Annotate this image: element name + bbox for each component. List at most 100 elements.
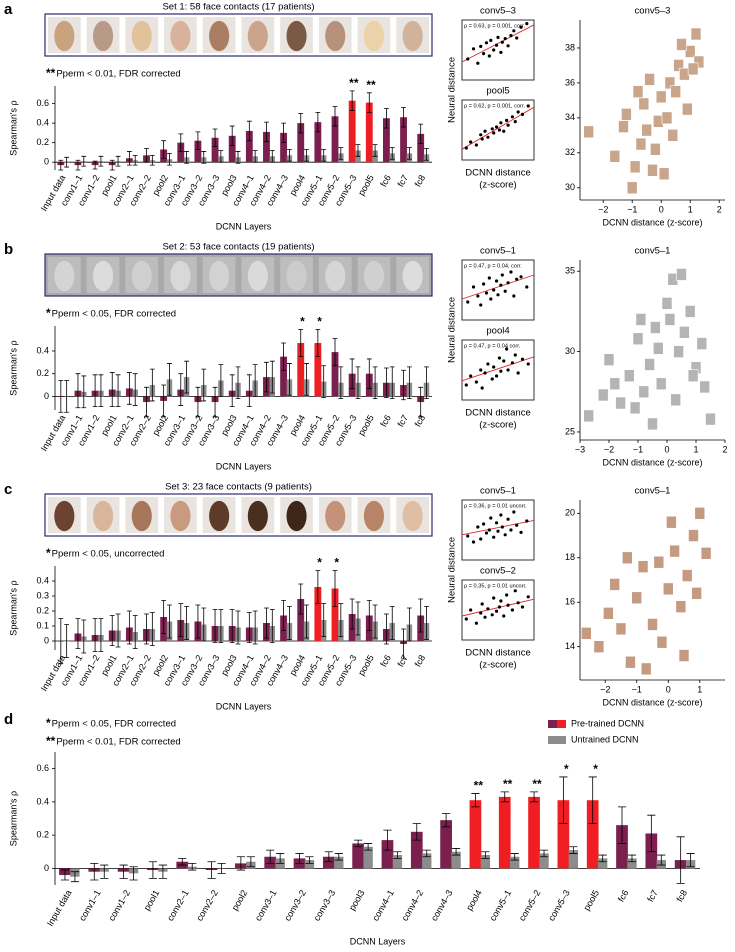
face-point [705,412,716,426]
stat-annotation: ρ = 0.35, p = 0.01 uncorr. [464,583,527,589]
x-axis-label: DCNN distance (z-score) [602,457,702,467]
point [487,54,491,58]
bar [297,123,305,163]
note-text: Pperm < 0.05, uncorrected [52,549,165,560]
point [509,34,513,38]
point [479,303,483,307]
bar [280,356,288,397]
face-point [609,578,620,591]
error-bar [264,121,269,143]
point [519,530,523,535]
point [487,528,491,532]
error-bar [295,853,304,864]
face-point [615,396,626,410]
error-bar [298,329,304,358]
error-bar [298,112,304,134]
face-point [644,73,655,86]
face-image [363,500,385,532]
point [502,129,506,133]
error-bar [401,628,406,660]
bar [211,137,219,163]
error-bar [332,570,338,607]
bar [381,840,394,869]
bar [400,117,407,163]
y-tick-label: 0.4 [36,345,49,355]
error-bar [132,373,138,406]
error-bar [276,853,285,864]
plot-title: conv5–1 [635,486,671,497]
note-mark: * [46,306,51,320]
face-point [687,369,699,383]
x-tick-label: Input data [39,173,68,213]
point [505,347,509,351]
error-bar [510,853,519,861]
point [480,602,484,606]
fit-line [461,274,535,300]
face-point [676,268,687,281]
x-tick-label: 2 [722,444,727,454]
bar [297,599,305,641]
y-tick-label: 0.2 [36,830,49,840]
error-bar [100,864,109,879]
point [519,275,523,279]
x-tick-label: fc7 [395,173,410,188]
note-mark: * [46,716,51,730]
point [466,300,470,304]
x-tick-label: fc7 [395,653,410,668]
error-bar [264,361,269,393]
face-point [678,649,690,662]
plot-frame [461,339,535,401]
x-axis-label: DCNN Layers [350,936,406,946]
x-tick-label: 1 [693,444,698,454]
error-bar [98,155,104,167]
point [520,112,525,116]
error-bar [304,363,309,396]
error-bar [92,374,98,407]
point [519,25,523,29]
y-tick-label: 0 [44,863,49,873]
y-tick-label: 0.4 [36,796,49,806]
y-tick-label: 0.4 [36,117,49,127]
point [512,29,516,33]
x-tick-label: pool3 [347,888,367,912]
legend-label: Pre-trained DCNN [571,718,644,728]
face-point [603,607,614,620]
face-image [92,260,114,292]
error-bar [195,604,201,639]
point [499,513,503,517]
error-bar [281,342,286,371]
x-tick-label: fc8 [674,888,689,903]
plot-title: conv5–1 [480,486,516,497]
error-bar [269,360,275,394]
point [499,599,503,603]
error-bar [252,610,258,645]
point [505,593,509,597]
legend-swatch [557,720,566,728]
face-image [92,500,114,532]
error-bar [148,861,158,879]
point [479,133,483,137]
bar [334,856,344,869]
error-bar [212,386,218,418]
error-bar [115,374,121,407]
error-bar [366,92,372,113]
face-point [667,129,679,142]
y-tick-label: 34 [565,112,575,122]
face-image [170,500,191,532]
y-tick-label: 0 [44,635,49,645]
face-point [684,45,696,58]
face-point [670,393,682,407]
y-tick-label: 14 [565,641,575,651]
error-bar [269,609,275,643]
point [506,123,510,127]
face-point [694,507,706,520]
x-tick-label: −2 [598,204,608,214]
plot-frame [461,259,535,321]
error-bar [178,603,184,637]
face-point [670,85,682,98]
point [492,131,496,135]
error-bar [406,366,412,400]
face-point [593,640,605,653]
error-bar [451,848,461,856]
error-bar [98,618,104,652]
